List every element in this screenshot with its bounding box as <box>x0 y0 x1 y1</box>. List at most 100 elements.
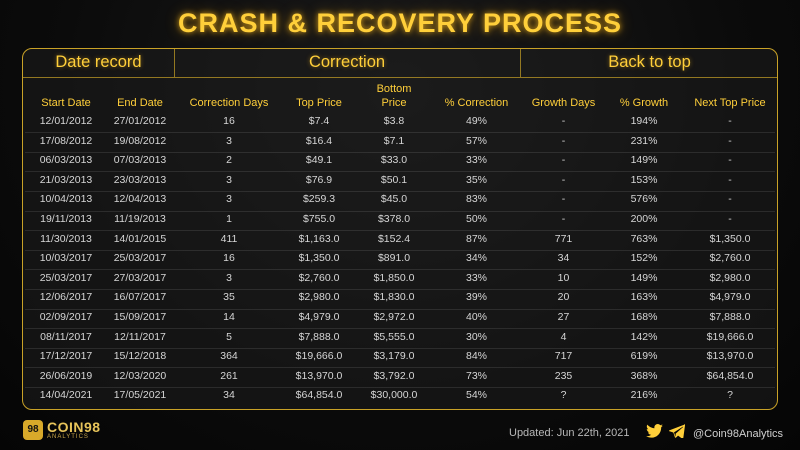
social-handles: @Coin98Analytics <box>646 424 783 443</box>
row-divider <box>25 386 775 388</box>
cell-pct-growth: 152% <box>630 252 658 265</box>
cell-start-date: 10/04/2013 <box>39 193 93 206</box>
cell-bottom-price: $33.0 <box>380 154 408 167</box>
page-title: CRASH & RECOVERY PROCESS <box>177 8 623 38</box>
cell-growth-days: 27 <box>557 311 570 323</box>
twitter-icon[interactable] <box>646 424 663 443</box>
cell-next-top-price: - <box>728 154 732 167</box>
cell-end-date: 27/01/2012 <box>113 115 167 127</box>
cell-next-top-price: - <box>728 115 732 127</box>
cell-end-date: 23/03/2013 <box>113 173 167 186</box>
logo-name: COIN98 <box>47 419 101 435</box>
cell-start-date: 26/06/2019 <box>39 369 93 382</box>
twitter-handle[interactable]: @Coin98Analytics <box>693 427 784 440</box>
cell-start-date: 14/04/2021 <box>39 389 93 402</box>
row-divider <box>25 328 775 330</box>
coin98-logo-icon: 98 <box>23 420 43 440</box>
cell-end-date: 27/03/2017 <box>113 271 167 284</box>
row-divider <box>25 190 775 192</box>
cell-pct-growth: 149% <box>630 154 658 167</box>
cell-start-date: 12/01/2012 <box>39 115 93 127</box>
cell-pct-growth: 763% <box>630 232 658 245</box>
col-start-date: Start Date <box>41 97 91 109</box>
row-divider <box>25 288 775 290</box>
cell-bottom-price: $1,850.0 <box>373 271 415 284</box>
group-header-underline <box>23 77 777 78</box>
cell-pct-correction: 30% <box>465 330 487 343</box>
cell-end-date: 12/11/2017 <box>114 330 166 343</box>
cell-bottom-price: $3.8 <box>383 115 405 127</box>
cell-correction-days: 261 <box>220 369 238 382</box>
cell-top-price: $1,350.0 <box>298 252 340 265</box>
cell-bottom-price: $2,972.0 <box>373 311 415 323</box>
cell-correction-days: 14 <box>223 311 235 323</box>
cell-end-date: 17/05/2021 <box>113 389 167 402</box>
cell-top-price: $16.4 <box>305 134 333 147</box>
cell-pct-correction: 39% <box>465 291 487 304</box>
cell-start-date: 08/11/2017 <box>40 330 92 343</box>
group-divider <box>520 49 521 77</box>
cell-pct-correction: 83% <box>465 193 487 206</box>
row-divider <box>25 230 775 232</box>
cell-start-date: 21/03/2013 <box>39 173 93 186</box>
cell-pct-correction: 84% <box>465 350 487 363</box>
cell-correction-days: 35 <box>223 291 235 304</box>
telegram-icon[interactable] <box>668 424 686 443</box>
cell-end-date: 25/03/2017 <box>113 252 167 265</box>
cell-next-top-price: $1,350.0 <box>709 232 751 245</box>
cell-pct-correction: 87% <box>465 232 487 245</box>
cell-next-top-price: - <box>728 213 732 225</box>
cell-end-date: 12/04/2013 <box>113 193 167 206</box>
cell-pct-correction: 40% <box>465 311 487 323</box>
cell-growth-days: - <box>561 173 566 186</box>
cell-top-price: $755.0 <box>302 213 336 225</box>
col-bottom-price: Bottom Price <box>355 78 433 110</box>
group-back-to-top: Back to top <box>608 53 691 71</box>
cell-growth-days: - <box>561 154 566 167</box>
group-date-record: Date record <box>55 53 142 71</box>
cell-pct-correction: 33% <box>465 271 487 284</box>
row-divider <box>25 367 775 369</box>
row-divider <box>25 151 775 153</box>
cell-end-date: 14/01/2015 <box>113 232 167 245</box>
cell-top-price: $259.3 <box>302 193 336 206</box>
cell-growth-days: - <box>561 193 566 206</box>
cell-pct-growth: 142% <box>630 330 658 343</box>
col-end-date: End Date <box>117 97 163 109</box>
cell-pct-correction: 57% <box>465 134 487 147</box>
cell-pct-correction: 49% <box>465 115 487 127</box>
cell-top-price: $7.4 <box>308 115 330 127</box>
cell-growth-days: 20 <box>557 291 570 304</box>
cell-start-date: 06/03/2013 <box>39 154 93 167</box>
cell-next-top-price: - <box>728 134 732 147</box>
col-bottom-price-label: Bottom Price <box>376 83 412 109</box>
cell-bottom-price: $7.1 <box>383 134 405 147</box>
cell-next-top-price: $64,854.0 <box>706 369 754 382</box>
cell-growth-days: - <box>561 115 566 127</box>
cell-growth-days: - <box>561 134 566 147</box>
cell-end-date: 19/08/2012 <box>113 134 167 147</box>
cell-correction-days: 16 <box>223 252 235 265</box>
cell-growth-days: 235 <box>554 369 573 382</box>
cell-top-price: $4,979.0 <box>298 311 340 323</box>
logo-sub: ANALYTICS <box>47 434 89 440</box>
cell-start-date: 25/03/2017 <box>39 271 93 284</box>
cell-pct-correction: 50% <box>465 213 487 225</box>
row-divider <box>25 171 775 173</box>
cell-top-price: $19,666.0 <box>295 350 343 363</box>
cell-pct-growth: 153% <box>630 173 658 186</box>
cell-next-top-price: ? <box>727 389 733 402</box>
cell-end-date: 12/03/2020 <box>113 369 167 382</box>
cell-start-date: 17/12/2017 <box>39 350 93 363</box>
cell-bottom-price: $378.0 <box>377 213 411 225</box>
col-growth-days: Growth Days <box>531 97 596 109</box>
cell-correction-days: 3 <box>226 193 232 206</box>
cell-next-top-price: $7,888.0 <box>709 311 751 323</box>
cell-start-date: 11/30/2013 <box>40 232 92 245</box>
logo-text: COIN98 ANALYTICS <box>47 420 101 440</box>
cell-top-price: $49.1 <box>305 154 333 167</box>
cell-end-date: 15/12/2018 <box>113 350 167 363</box>
cell-next-top-price: $13,970.0 <box>706 350 754 363</box>
cell-end-date: 11/19/2013 <box>114 213 166 225</box>
col-next-top-price: Next Top Price <box>694 97 766 109</box>
